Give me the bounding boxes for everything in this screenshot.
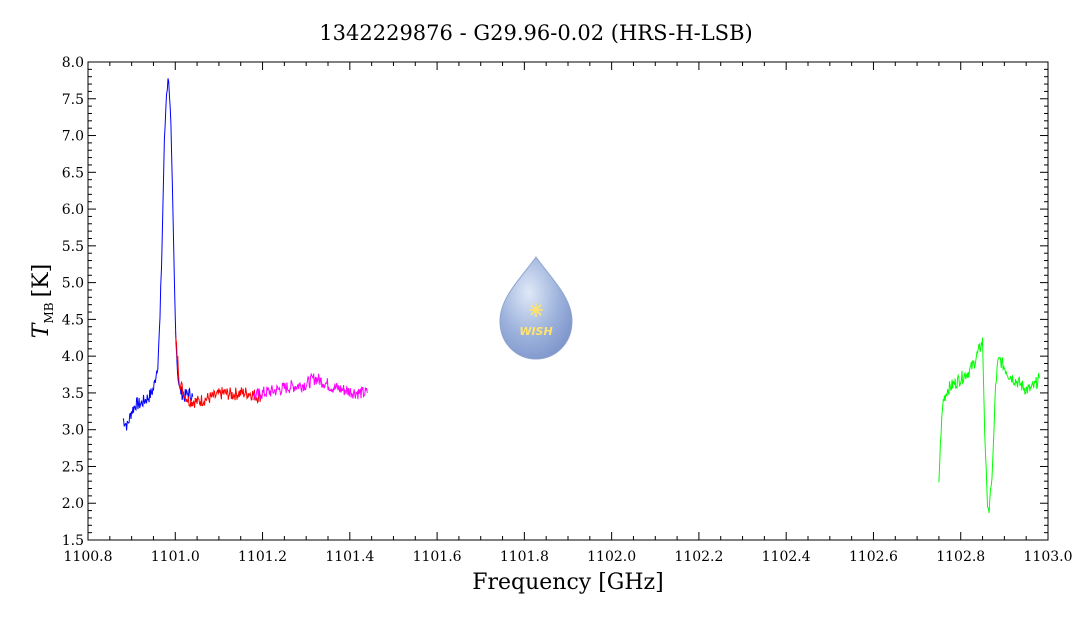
x-tick-label: 1101.8 xyxy=(500,549,549,565)
x-axis-ticks: 1100.8 1101.0 1101.2 1101.4 1101.6 1101.8 1102… xyxy=(64,62,1072,565)
y-tick-label: 4.0 xyxy=(62,349,84,365)
spectrum-series-3 xyxy=(938,337,1040,514)
x-tick-label: 1102.8 xyxy=(936,549,985,565)
y-axis-label-unit: [K] xyxy=(29,264,54,298)
y-tick-label: 2.5 xyxy=(62,459,84,475)
x-tick-label: 1101.6 xyxy=(413,549,462,565)
spectrum-series-1 xyxy=(174,331,263,408)
star-icon xyxy=(529,303,543,317)
y-tick-label: 7.0 xyxy=(62,129,84,145)
x-tick-label: 1101.4 xyxy=(325,549,374,565)
spectrum-series-0 xyxy=(122,78,194,431)
series-layer xyxy=(122,78,1040,514)
y-tick-label: 5.5 xyxy=(62,239,84,255)
x-tick-label: 1102.2 xyxy=(674,549,723,565)
svg-text:TMB[K]: TMB [K] xyxy=(29,264,56,338)
y-tick-label: 3.0 xyxy=(62,423,84,439)
y-axis-label: TMB [K] xyxy=(29,264,56,338)
wish-logo: WISH xyxy=(499,256,573,360)
x-tick-label: 1101.2 xyxy=(238,549,287,565)
plot-frame xyxy=(87,61,1049,541)
y-tick-label: 2.0 xyxy=(62,496,84,512)
y-tick-label: 7.5 xyxy=(62,92,84,108)
y-tick-label: 1.5 xyxy=(62,533,84,549)
y-tick-label: 6.0 xyxy=(62,202,84,218)
x-tick-label: 1101.0 xyxy=(151,549,200,565)
spectrum-series-2 xyxy=(253,372,368,401)
x-tick-label: 1102.0 xyxy=(587,549,636,565)
y-tick-label: 6.5 xyxy=(62,165,84,181)
x-axis-label: Frequency [GHz] xyxy=(472,570,664,595)
x-tick-label: 1100.8 xyxy=(64,549,113,565)
logo-label: WISH xyxy=(519,325,552,338)
y-tick-label: 3.5 xyxy=(62,386,84,402)
y-axis-label-main: T xyxy=(29,321,54,338)
chart-title: 1342229876 - G29.96-0.02 (HRS-H-LSB) xyxy=(319,21,752,45)
y-tick-label: 4.5 xyxy=(62,312,84,328)
x-tick-label: 1102.4 xyxy=(762,549,811,565)
y-tick-label: 5.0 xyxy=(62,276,84,292)
x-tick-label: 1103.0 xyxy=(1024,549,1072,565)
y-tick-label: 8.0 xyxy=(62,55,84,71)
x-tick-label: 1102.6 xyxy=(849,549,898,565)
y-axis-ticks: 1.5 2.0 2.5 3.0 3.5 4.0 4.5 5.0 5.5 6.0 6.5 7.0 7.5 8… xyxy=(62,55,1048,549)
y-axis-label-sub: MB xyxy=(42,302,56,323)
